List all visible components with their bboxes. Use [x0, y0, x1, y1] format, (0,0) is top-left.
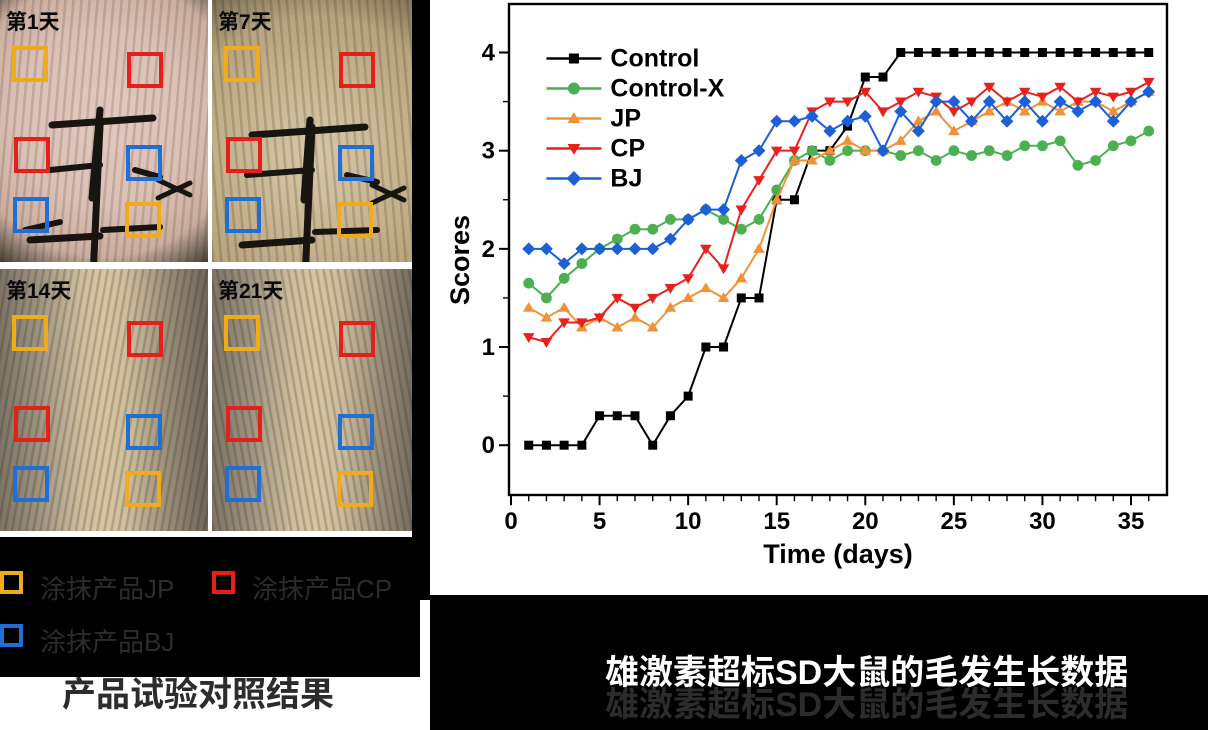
svg-text:JP: JP [610, 105, 641, 133]
svg-text:25: 25 [941, 508, 968, 535]
svg-text:15: 15 [763, 508, 790, 535]
svg-text:4: 4 [482, 40, 496, 67]
svg-text:Control-X: Control-X [610, 75, 724, 103]
svg-text:Control: Control [610, 45, 699, 73]
svg-text:1: 1 [482, 334, 495, 361]
svg-text:0: 0 [482, 432, 495, 459]
svg-text:2: 2 [482, 236, 495, 263]
svg-text:5: 5 [593, 508, 606, 535]
svg-text:35: 35 [1118, 508, 1145, 535]
svg-text:Time (days): Time (days) [763, 539, 913, 569]
svg-text:CP: CP [610, 135, 645, 163]
svg-text:Scores: Scores [445, 215, 475, 305]
svg-text:30: 30 [1029, 508, 1056, 535]
svg-text:10: 10 [675, 508, 702, 535]
svg-text:3: 3 [482, 138, 495, 165]
svg-text:BJ: BJ [610, 165, 642, 193]
svg-text:0: 0 [504, 508, 517, 535]
svg-text:20: 20 [852, 508, 879, 535]
